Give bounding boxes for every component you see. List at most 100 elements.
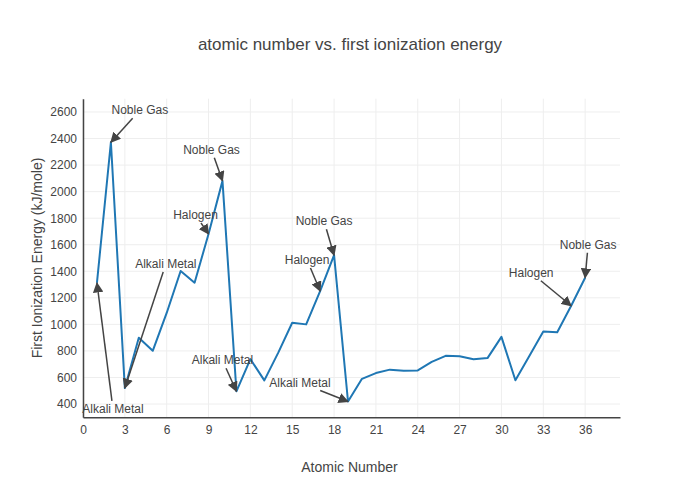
tick-label: 3: [122, 423, 129, 437]
y-axis-title: First Ionization Energy (kJ/mole): [29, 158, 45, 359]
annotation-arrow: [310, 268, 320, 291]
annotation-text: Alkali Metal: [269, 376, 330, 390]
annotation-text: Halogen: [509, 266, 554, 280]
tick: 1600: [50, 238, 83, 252]
tick-label: 600: [57, 371, 77, 385]
annotation: Noble Gas: [296, 214, 353, 255]
tick-label: 27: [453, 423, 467, 437]
annotation-arrow: [226, 368, 236, 391]
tick: 1200: [50, 291, 83, 305]
grid: [83, 99, 620, 418]
annotation-text: Alkali Metal: [192, 353, 253, 367]
tick-label: 2600: [50, 105, 77, 119]
axis-line: [84, 417, 621, 419]
grid-line: [83, 191, 620, 192]
tick-label: 400: [57, 397, 77, 411]
annotation-arrow: [541, 281, 571, 306]
grid-line: [375, 99, 376, 418]
tick: 18: [328, 417, 342, 437]
tick: 1400: [50, 265, 83, 279]
annotation-arrow: [97, 283, 112, 401]
tick: 30: [495, 417, 509, 437]
x-axis-title: Atomic Number: [301, 459, 398, 475]
tick: 27: [453, 417, 467, 437]
tick-label: 36: [579, 423, 593, 437]
tick: 2200: [50, 158, 83, 172]
grid-line: [83, 138, 620, 139]
tick-label: 33: [537, 423, 551, 437]
tick-label: 2400: [50, 132, 77, 146]
annotation-arrow: [585, 253, 587, 278]
tick-label: 9: [206, 423, 213, 437]
annotation: Halogen: [509, 266, 571, 306]
plot-area: 0369121518212427303336400600800100012001…: [50, 99, 620, 437]
tick: 9: [206, 417, 213, 437]
grid-line: [459, 99, 460, 418]
annotation-arrow: [320, 391, 348, 402]
axis-line: [83, 99, 85, 418]
annotation-text: Noble Gas: [183, 143, 240, 157]
tick-label: 1200: [50, 291, 77, 305]
tick: 3: [122, 417, 129, 437]
annotation: Halogen: [173, 208, 218, 234]
tick: 21: [370, 417, 384, 437]
grid-line: [543, 99, 544, 418]
tick-label: 30: [495, 423, 509, 437]
tick: 12: [244, 417, 258, 437]
annotation-text: Noble Gas: [296, 214, 353, 228]
annotation: Noble Gas: [111, 103, 168, 142]
annotation: Alkali Metal: [82, 283, 143, 416]
annotation-arrow: [201, 223, 209, 234]
tick: 0: [80, 417, 87, 437]
annotation: Alkali Metal: [192, 353, 253, 391]
grid-line: [83, 99, 84, 418]
tick: 1800: [50, 212, 83, 226]
tick: 15: [286, 417, 300, 437]
tick: 2400: [50, 132, 83, 146]
annotation-text: Alkali Metal: [82, 402, 143, 416]
tick-label: 15: [286, 423, 300, 437]
tick: 24: [412, 417, 426, 437]
tick-label: 1800: [50, 212, 77, 226]
annotation-text: Alkali Metal: [135, 257, 196, 271]
annotation-text: Halogen: [173, 208, 218, 222]
chart: 0369121518212427303336400600800100012001…: [0, 0, 700, 500]
annotation-text: Noble Gas: [112, 103, 169, 117]
annotation-text: Noble Gas: [560, 238, 617, 252]
data-layer: [97, 142, 585, 401]
annotation: Halogen: [285, 253, 330, 291]
annotation-arrow: [214, 158, 222, 181]
tick-label: 12: [244, 423, 258, 437]
annotation-arrow: [125, 272, 163, 388]
tick-label: 24: [412, 423, 426, 437]
grid-line: [83, 244, 620, 245]
tick: 33: [537, 417, 551, 437]
grid-line: [585, 99, 586, 418]
tick-label: 1600: [50, 238, 77, 252]
annotation: Noble Gas: [560, 238, 617, 278]
chart-title: atomic number vs. first ionization energ…: [198, 35, 503, 54]
annotation-arrow: [111, 118, 133, 142]
annotation: Alkali Metal: [269, 376, 348, 402]
tick: 2000: [50, 185, 83, 199]
x-axis: 0369121518212427303336: [80, 417, 620, 437]
grid-line: [83, 165, 620, 166]
tick: 1000: [50, 318, 83, 332]
annotation: Alkali Metal: [125, 257, 197, 388]
grid-line: [83, 297, 620, 298]
tick-label: 2000: [50, 185, 77, 199]
tick: 36: [579, 417, 593, 437]
tick-label: 800: [57, 344, 77, 358]
series-line: [97, 142, 585, 401]
tick: 400: [57, 397, 83, 411]
tick-label: 2200: [50, 158, 77, 172]
grid-line: [501, 99, 502, 418]
annotation-arrow: [326, 229, 334, 255]
annotation-text: Halogen: [285, 253, 330, 267]
tick: 6: [164, 417, 171, 437]
grid-line: [83, 404, 620, 405]
tick-label: 1400: [50, 265, 77, 279]
tick: 800: [57, 344, 83, 358]
grid-line: [83, 377, 620, 378]
tick-label: 1000: [50, 318, 77, 332]
